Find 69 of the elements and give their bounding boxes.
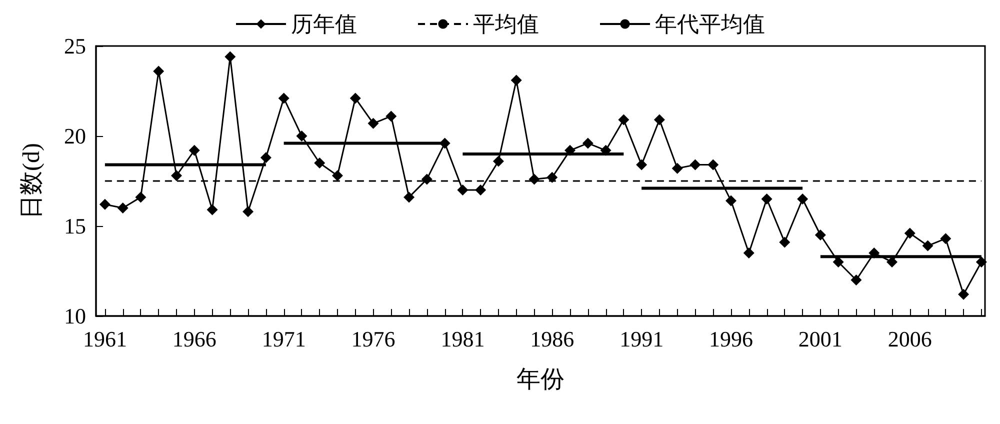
point (170, 170, 182, 182)
point (886, 256, 898, 268)
point (404, 192, 415, 203)
point (386, 110, 397, 122)
point (600, 144, 612, 156)
point (904, 228, 916, 239)
point (726, 195, 736, 206)
point (761, 194, 772, 204)
point (672, 162, 683, 174)
point (582, 138, 594, 149)
point (654, 114, 665, 126)
point (636, 159, 648, 170)
y-tick-label: 25 (64, 34, 86, 58)
point (976, 256, 987, 268)
point (510, 74, 522, 86)
y-tick-label: 10 (64, 304, 86, 328)
legend-label: 年代平均值 (655, 12, 765, 36)
point (940, 233, 952, 244)
point (922, 240, 934, 252)
x-tick-label: 1981 (440, 326, 485, 352)
point (868, 248, 880, 258)
x-axis-title: 年份 (516, 367, 564, 393)
x-tick-label: 1991 (620, 326, 664, 352)
point (224, 51, 236, 62)
point (528, 174, 540, 185)
point (188, 144, 200, 156)
point (564, 144, 576, 156)
x-tick-label: 2001 (798, 326, 842, 352)
point (690, 159, 701, 170)
point (242, 206, 254, 218)
x-tick-label: 1966 (172, 326, 216, 352)
point (814, 230, 826, 240)
point (832, 256, 844, 268)
legend-label: 平均值 (473, 12, 539, 36)
point (779, 236, 790, 248)
point (439, 138, 450, 149)
point (117, 202, 128, 214)
point (708, 159, 719, 170)
point (850, 274, 862, 286)
point (743, 248, 754, 258)
point (206, 204, 218, 216)
y-tick-label: 15 (64, 214, 86, 238)
legend-label: 历年值 (291, 12, 357, 36)
point (99, 198, 110, 210)
point (958, 288, 970, 300)
point (421, 174, 432, 185)
point (153, 66, 164, 77)
point (797, 194, 808, 204)
x-tick-label: 2006 (888, 326, 932, 352)
x-tick-label: 1986 (530, 326, 574, 352)
point (546, 172, 558, 183)
point (350, 92, 361, 104)
point (296, 130, 308, 142)
point (332, 170, 343, 182)
point (135, 192, 146, 203)
x-tick-label: 1971 (262, 326, 306, 352)
y-axis-title: 日数(d) (19, 143, 45, 219)
x-tick-label: 1996 (709, 326, 753, 352)
point (278, 92, 290, 104)
x-tick-label: 1976 (351, 326, 396, 352)
point (368, 118, 379, 129)
point (314, 158, 326, 168)
point (492, 156, 504, 167)
point (260, 152, 272, 164)
y-tick-label: 20 (64, 124, 86, 148)
point (457, 184, 468, 196)
point (618, 114, 630, 126)
x-tick-label: 1961 (82, 326, 127, 352)
point (475, 184, 486, 196)
